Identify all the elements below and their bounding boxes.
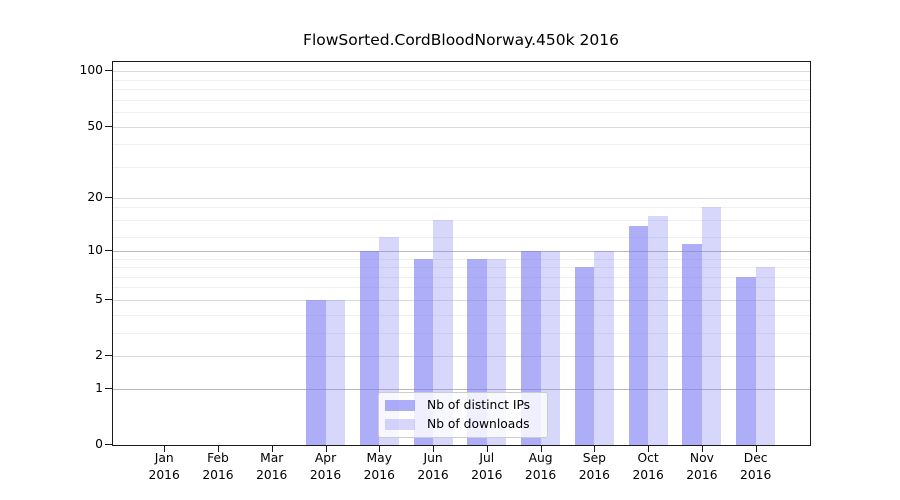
x-axis-year-label: 2016 (740, 468, 772, 482)
minor-gridline (113, 144, 810, 146)
x-axis-month-label: May (366, 451, 392, 465)
x-axis-year-label: 2016 (202, 468, 234, 482)
major-gridline (113, 388, 810, 390)
distinct-ips-bar (736, 276, 756, 445)
y-axis-tick (105, 444, 112, 445)
y-axis-tick-label: 1 (95, 380, 103, 395)
x-axis-month-label: Aug (528, 451, 553, 465)
minor-gridline (113, 79, 810, 81)
x-axis-year-label: 2016 (417, 468, 449, 482)
x-axis-tick (701, 446, 703, 452)
y-axis-tick (105, 387, 112, 389)
plot-area: Nb of distinct IPs Nb of downloads (112, 61, 811, 446)
minor-gridline (113, 220, 810, 222)
x-axis-tick (540, 446, 542, 452)
y-axis-tick-label: 10 (87, 242, 103, 257)
minor-gridline (113, 267, 810, 269)
y-axis-tick (105, 355, 112, 357)
minor-gridline (113, 258, 810, 260)
y-axis-tick (105, 125, 112, 127)
x-axis-month-label: Nov (689, 451, 714, 465)
distinct-ips-bar (628, 225, 649, 445)
legend: Nb of distinct IPs Nb of downloads (378, 392, 548, 438)
x-axis-month-label: Apr (314, 451, 337, 465)
y-axis-tick-label: 50 (87, 118, 103, 133)
major-gridline (113, 126, 810, 128)
x-axis-year-label: 2016 (309, 468, 342, 482)
y-axis-tick-label: 20 (87, 190, 103, 205)
major-gridline (113, 198, 810, 200)
x-axis-year-label: 2016 (632, 468, 664, 482)
y-axis-tick-label: 100 (79, 63, 103, 78)
y-axis-tick-label: 2 (95, 348, 103, 363)
downloads-bar (433, 220, 453, 445)
minor-gridline (113, 314, 810, 316)
x-axis-month-label: Jan (154, 451, 174, 465)
minor-gridline (113, 99, 810, 101)
major-gridline (113, 71, 810, 73)
x-axis-month-label: Mar (260, 451, 284, 465)
x-axis-year-label: 2016 (578, 468, 610, 482)
x-axis-tick (594, 446, 596, 452)
x-axis-tick (486, 446, 488, 452)
minor-gridline (113, 166, 810, 168)
legend-entry-distinct-ips: Nb of distinct IPs (385, 399, 539, 412)
legend-label-downloads: Nb of downloads (427, 417, 530, 431)
minor-gridline (113, 112, 810, 114)
minor-gridline (113, 237, 810, 239)
chart-title: FlowSorted.CordBloodNorway.450k 2016 (303, 31, 619, 49)
major-gridline (113, 299, 810, 301)
x-axis-tick (164, 446, 166, 452)
downloads-bar (325, 299, 345, 445)
legend-entry-downloads: Nb of downloads (385, 418, 539, 431)
minor-gridline (113, 89, 810, 91)
x-axis-month-label: Jun (423, 451, 443, 465)
downloads-swatch (385, 419, 415, 430)
x-axis-tick (217, 446, 219, 452)
y-axis-tick (105, 197, 112, 199)
distinct-ips-swatch (385, 400, 415, 411)
x-axis-year-label: 2016 (686, 468, 718, 482)
downloads-bar (594, 250, 614, 445)
major-gridline (113, 356, 810, 358)
x-axis-year-label: 2016 (148, 468, 180, 482)
x-axis-month-label: Feb (207, 451, 229, 465)
downloads-bar (755, 267, 776, 445)
downloads-bar (648, 215, 668, 445)
legend-label-distinct-ips: Nb of distinct IPs (427, 398, 531, 412)
minor-gridline (113, 287, 810, 289)
x-axis-tick (648, 446, 650, 452)
minor-gridline (113, 206, 810, 208)
x-axis-year-label: 2016 (363, 468, 395, 482)
y-axis-tick-label: 0 (95, 437, 103, 451)
distinct-ips-bar (574, 267, 595, 445)
x-axis-month-label: Jul (479, 451, 495, 465)
y-axis-tick-label: 5 (95, 291, 103, 306)
distinct-ips-bar (306, 299, 326, 445)
x-axis-tick (379, 446, 381, 452)
x-axis-tick (755, 446, 757, 452)
major-gridline (113, 250, 810, 252)
x-axis-tick (271, 446, 273, 452)
x-axis-year-label: 2016 (471, 468, 503, 482)
distinct-ips-bar (359, 250, 380, 445)
x-axis-month-label: Oct (637, 451, 659, 465)
x-axis-year-label: 2016 (256, 468, 288, 482)
minor-gridline (113, 332, 810, 334)
y-axis-tick (105, 298, 112, 300)
y-axis-tick (105, 249, 112, 251)
x-axis-year-label: 2016 (524, 468, 557, 482)
x-axis-tick (325, 446, 327, 452)
x-axis-month-label: Sep (582, 451, 606, 465)
distinct-ips-bar (682, 243, 702, 445)
x-axis-tick (433, 446, 435, 452)
minor-gridline (113, 276, 810, 278)
downloads-bar (701, 206, 722, 445)
y-axis-tick (105, 70, 112, 72)
x-axis-month-label: Dec (743, 451, 768, 465)
